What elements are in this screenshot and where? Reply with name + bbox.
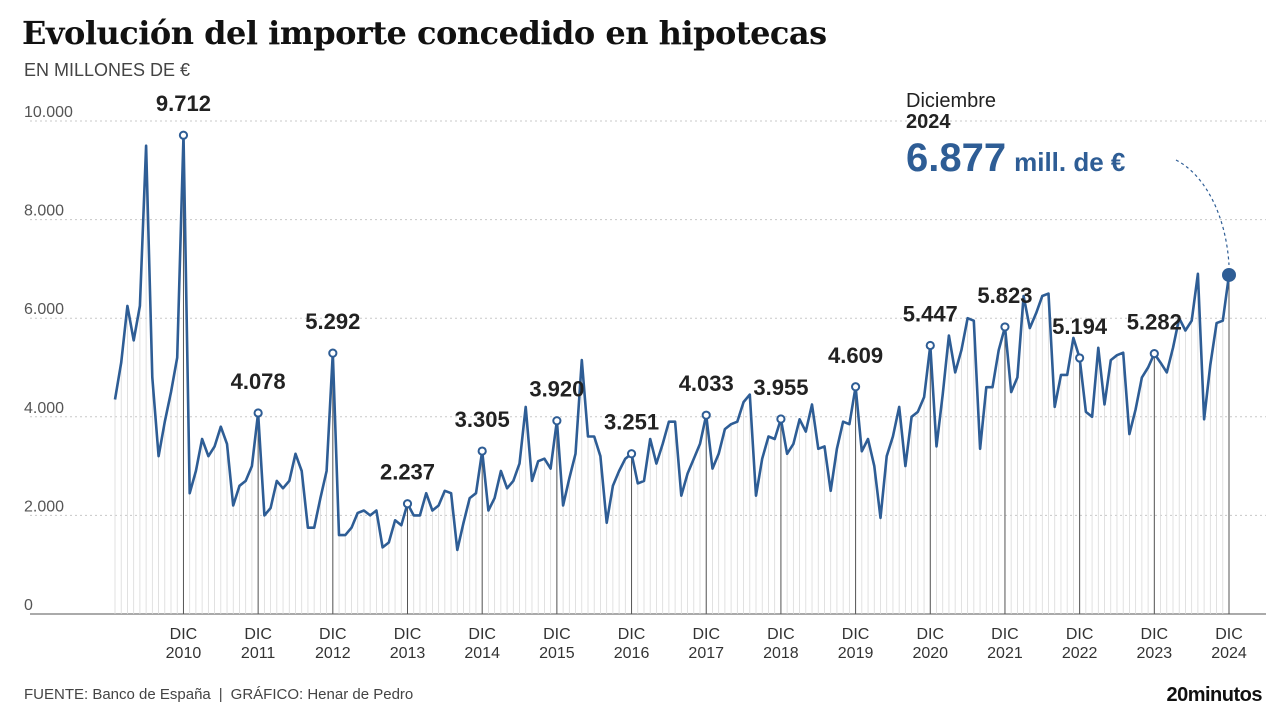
data-label: 3.305 [455,407,510,432]
december-marker [1000,322,1010,332]
y-tick-label: 0 [24,597,33,614]
data-label: 3.251 [604,410,659,435]
data-label: 4.033 [679,371,734,396]
data-label: 5.194 [1052,314,1108,339]
december-marker [1075,353,1085,363]
chart-title: Evolución del importe concedido en hipot… [22,14,827,52]
x-tick-label-month: DIC [618,626,646,643]
x-tick-label-month: DIC [1066,626,1094,643]
x-tick-label-year: 2011 [241,645,276,662]
callout-unit: mill. de € [1014,147,1126,177]
x-tick-label-month: DIC [767,626,795,643]
chart-subtitle: EN MILLONES DE € [24,60,191,80]
x-tick-label-month: DIC [394,626,422,643]
callout-value-block: 6.877 mill. de € [906,136,1125,181]
data-label: 2.237 [380,460,435,485]
x-tick-label-year: 2023 [1137,645,1173,662]
y-tick-label: 4.000 [24,400,64,417]
december-marker [253,408,263,418]
data-label: 3.955 [753,375,808,400]
callout-month: Diciembre [906,90,997,112]
x-tick-label-month: DIC [991,626,1019,643]
x-tick-label-year: 2013 [390,645,426,662]
december-marker [626,449,637,459]
series-line [113,133,1231,552]
data-label: 9.712 [156,91,211,116]
december-marker [178,130,189,140]
december-marker [402,499,413,509]
source-text: FUENTE: Banco de España [24,686,211,703]
footer-source: FUENTE: Banco de España | GRÁFICO: Henar d… [24,686,413,703]
x-tick-label-month: DIC [692,626,720,643]
callout-value: 6.877 [906,136,1007,180]
december-marker [925,340,935,351]
data-label: 3.920 [529,377,584,402]
y-tick-label: 10.000 [24,104,73,121]
x-tick-label-year: 2017 [688,645,724,662]
x-tick-label-year: 2012 [315,645,351,662]
data-label: 4.609 [828,343,883,368]
december-marker [701,410,711,420]
data-label: 4.078 [231,369,286,394]
footer-separator: | [218,686,223,703]
data-label: 5.823 [977,283,1032,308]
x-tick-label-year: 2018 [763,645,799,662]
x-tick-label-month: DIC [842,626,870,643]
callout-year: 2024 [906,111,951,133]
december-marker [552,416,562,426]
x-tick-label-month: DIC [543,626,571,643]
y-tick-label: 2.000 [24,498,64,515]
y-tick-label: 6.000 [24,301,64,318]
x-tick-label-year: 2015 [539,645,575,662]
december-marker [776,414,786,424]
x-tick-label-year: 2021 [987,645,1023,662]
december-marker [477,446,487,456]
data-label: 5.447 [903,301,958,326]
x-tick-label-month: DIC [170,626,198,643]
x-tick-label-month: DIC [1215,626,1243,643]
x-tick-label-year: 2019 [838,645,874,662]
highlight-marker [1222,267,1236,282]
december-marker [328,348,338,358]
x-tick-label-year: 2022 [1062,645,1098,662]
data-label: 5.282 [1127,310,1182,335]
x-tick-label-year: 2010 [166,645,202,662]
x-tick-label-year: 2020 [912,645,948,662]
x-tick-label-month: DIC [244,626,272,643]
highlight-callout: Diciembre 2024 6.877 mill. de € [906,90,1125,181]
december-marker [1149,348,1159,359]
x-tick-label-month: DIC [1141,626,1169,643]
callout-leader [1175,159,1230,266]
credit-text: GRÁFICO: Henar de Pedro [230,686,414,703]
x-tick-label-month: DIC [468,626,496,643]
data-label: 5.292 [305,309,360,334]
december-marker [850,382,861,392]
x-tick-label-year: 2014 [464,645,500,662]
x-tick-label-month: DIC [916,626,944,643]
brand-logo: 20minutos [1166,684,1262,706]
y-tick-label: 8.000 [24,203,64,220]
x-tick-label-year: 2024 [1211,645,1247,662]
x-tick-label-month: DIC [319,626,347,643]
x-tick-label-year: 2016 [614,645,650,662]
